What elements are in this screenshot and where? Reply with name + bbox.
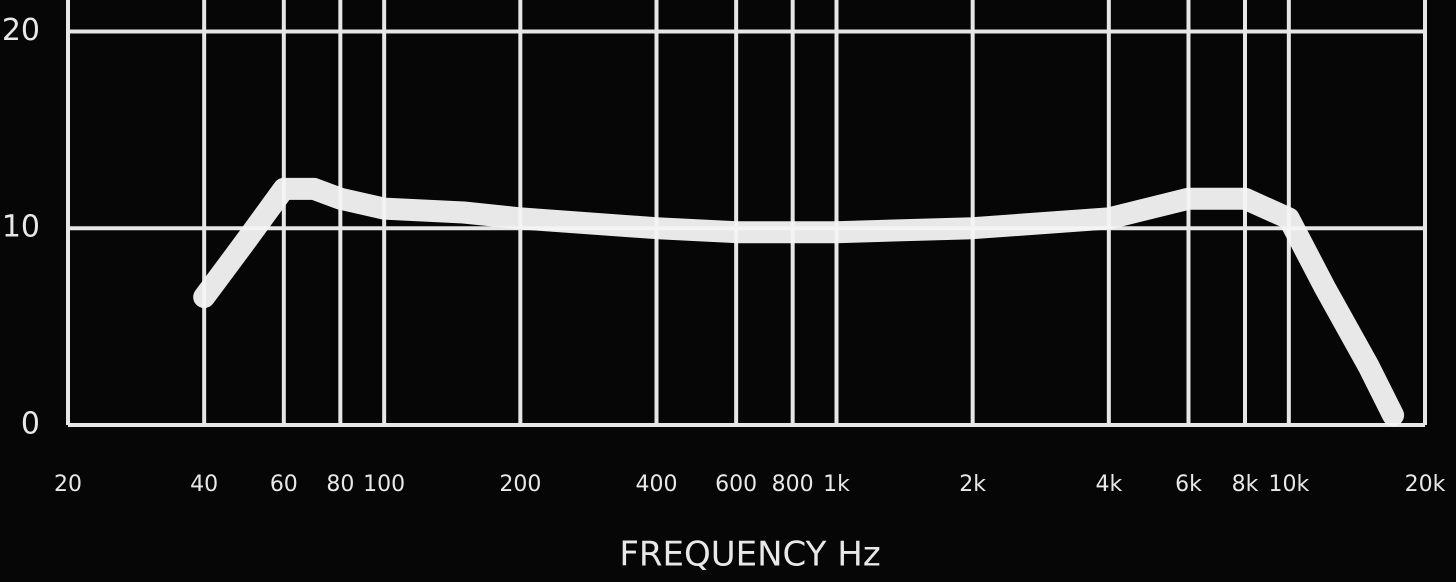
- x-axis-label: FREQUENCY Hz: [619, 535, 880, 575]
- x-tick-label: 80: [326, 472, 354, 497]
- x-tick-label: 200: [499, 472, 541, 497]
- x-tick-label: 600: [715, 472, 757, 497]
- x-tick-label: 2k: [959, 472, 986, 497]
- x-tick-label: 6k: [1175, 472, 1202, 497]
- x-tick-label: 10k: [1268, 472, 1309, 497]
- x-tick-label: 800: [772, 472, 814, 497]
- y-tick-label: 0: [21, 407, 40, 442]
- y-tick-label: 20: [2, 13, 40, 48]
- x-tick-label: 400: [635, 472, 677, 497]
- y-tick-label: 10: [2, 210, 40, 245]
- x-tick-label: 20: [54, 472, 82, 497]
- x-tick-label: 1k: [823, 472, 850, 497]
- x-tick-label: 60: [270, 472, 298, 497]
- chart: FREQUENCY Hz 0 10 20 20 40 60 80 100 200 400 600 80…: [0, 0, 1456, 582]
- x-tick-label: 100: [363, 472, 405, 497]
- x-tick-label: 20k: [1405, 472, 1446, 497]
- x-tick-label: 8k: [1232, 472, 1259, 497]
- x-tick-label: 4k: [1095, 472, 1122, 497]
- x-tick-label: 40: [190, 472, 218, 497]
